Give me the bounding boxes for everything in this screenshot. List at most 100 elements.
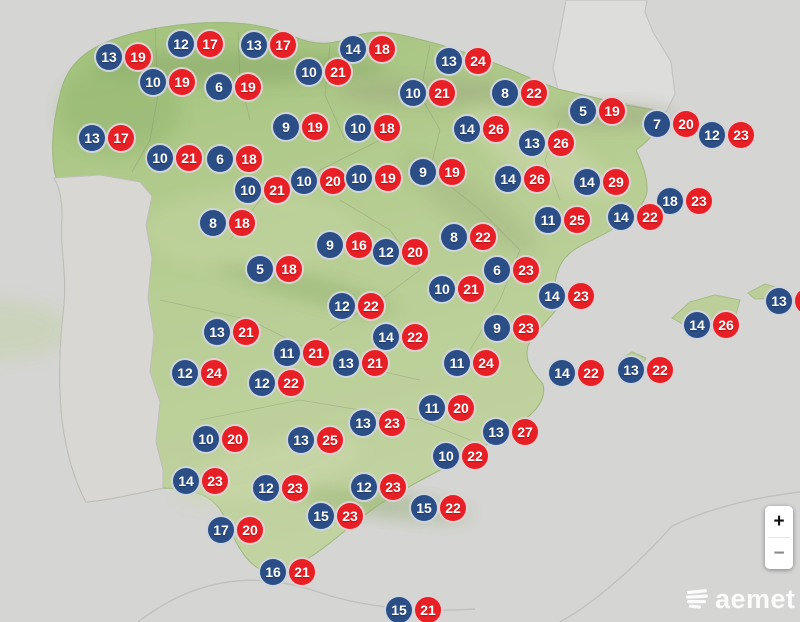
min-temp-marker[interactable]: 13 — [517, 128, 547, 158]
max-temp-marker[interactable]: 23 — [200, 466, 230, 496]
max-temp-marker[interactable]: 24 — [463, 46, 493, 76]
min-temp-marker[interactable]: 10 — [138, 67, 168, 97]
min-temp-marker[interactable]: 16 — [258, 557, 288, 587]
max-temp-marker[interactable]: 22 — [400, 322, 430, 352]
max-temp-marker[interactable]: 27 — [510, 417, 540, 447]
min-temp-marker[interactable]: 10 — [191, 424, 221, 454]
max-temp-marker[interactable]: 25 — [315, 425, 345, 455]
max-temp-marker[interactable]: 20 — [400, 237, 430, 267]
min-temp-marker[interactable]: 14 — [537, 281, 567, 311]
min-temp-marker[interactable]: 10 — [431, 441, 461, 471]
min-temp-marker[interactable]: 12 — [371, 237, 401, 267]
min-temp-marker[interactable]: 5 — [245, 254, 275, 284]
min-temp-marker[interactable]: 12 — [251, 473, 281, 503]
min-temp-marker[interactable]: 14 — [171, 466, 201, 496]
zoom-in-button[interactable]: + — [765, 506, 793, 537]
min-temp-marker[interactable]: 14 — [452, 114, 482, 144]
max-temp-marker[interactable]: 21 — [413, 595, 443, 622]
max-temp-marker[interactable]: 22 — [576, 358, 606, 388]
max-temp-marker[interactable]: 22 — [645, 355, 675, 385]
max-temp-marker[interactable]: 21 — [231, 317, 261, 347]
max-temp-marker[interactable]: 23 — [335, 501, 365, 531]
zoom-out-button[interactable]: − — [765, 538, 793, 569]
min-temp-marker[interactable]: 15 — [384, 595, 414, 622]
min-temp-marker[interactable]: 10 — [344, 163, 374, 193]
min-temp-marker[interactable]: 13 — [434, 46, 464, 76]
max-temp-marker[interactable]: 19 — [233, 72, 263, 102]
min-temp-marker[interactable]: 12 — [166, 29, 196, 59]
max-temp-marker[interactable]: 23 — [511, 313, 541, 343]
min-temp-marker[interactable]: 13 — [286, 425, 316, 455]
max-temp-marker[interactable]: 21 — [360, 348, 390, 378]
min-temp-marker[interactable]: 13 — [77, 123, 107, 153]
max-temp-marker[interactable]: 23 — [377, 408, 407, 438]
min-temp-marker[interactable]: 13 — [616, 355, 646, 385]
max-temp-marker[interactable]: 21 — [301, 338, 331, 368]
max-temp-marker[interactable]: 25 — [562, 205, 592, 235]
min-temp-marker[interactable]: 9 — [271, 112, 301, 142]
max-temp-marker[interactable]: 20 — [235, 515, 265, 545]
max-temp-marker[interactable]: 17 — [195, 29, 225, 59]
min-temp-marker[interactable]: 9 — [315, 230, 345, 260]
min-temp-marker[interactable]: 14 — [572, 167, 602, 197]
max-temp-marker[interactable]: 22 — [356, 291, 386, 321]
max-temp-marker[interactable]: 21 — [262, 175, 292, 205]
min-temp-marker[interactable]: 7 — [642, 109, 672, 139]
max-temp-marker[interactable]: 23 — [280, 473, 310, 503]
max-temp-marker[interactable]: 19 — [597, 96, 627, 126]
max-temp-marker[interactable]: 26 — [481, 114, 511, 144]
min-temp-marker[interactable]: 10 — [427, 274, 457, 304]
min-temp-marker[interactable]: 14 — [547, 358, 577, 388]
max-temp-marker[interactable]: 21 — [174, 143, 204, 173]
min-temp-marker[interactable]: 11 — [442, 348, 472, 378]
max-temp-marker[interactable]: 22 — [438, 493, 468, 523]
min-temp-marker[interactable]: 10 — [145, 143, 175, 173]
min-temp-marker[interactable]: 6 — [205, 144, 235, 174]
max-temp-marker[interactable]: 20 — [220, 424, 250, 454]
max-temp-marker[interactable]: 21 — [427, 78, 457, 108]
max-temp-marker[interactable]: 18 — [367, 34, 397, 64]
max-temp-marker[interactable]: 17 — [106, 123, 136, 153]
max-temp-marker[interactable]: 24 — [471, 348, 501, 378]
min-temp-marker[interactable]: 15 — [409, 493, 439, 523]
min-temp-marker[interactable]: 11 — [272, 338, 302, 368]
max-temp-marker[interactable]: 23 — [378, 472, 408, 502]
min-temp-marker[interactable]: 8 — [439, 222, 469, 252]
min-temp-marker[interactable]: 12 — [327, 291, 357, 321]
min-temp-marker[interactable]: 5 — [568, 96, 598, 126]
max-temp-marker[interactable]: 22 — [276, 368, 306, 398]
min-temp-marker[interactable]: 13 — [202, 317, 232, 347]
min-temp-marker[interactable]: 13 — [764, 286, 794, 316]
min-temp-marker[interactable]: 8 — [490, 78, 520, 108]
min-temp-marker[interactable]: 10 — [294, 57, 324, 87]
min-temp-marker[interactable]: 10 — [233, 175, 263, 205]
max-temp-marker[interactable]: 18 — [274, 254, 304, 284]
max-temp-marker[interactable]: 21 — [287, 557, 317, 587]
min-temp-marker[interactable]: 14 — [493, 164, 523, 194]
min-temp-marker[interactable]: 13 — [239, 30, 269, 60]
min-temp-marker[interactable]: 6 — [204, 72, 234, 102]
max-temp-marker[interactable]: 19 — [300, 112, 330, 142]
min-temp-marker[interactable]: 12 — [697, 120, 727, 150]
min-temp-marker[interactable]: 13 — [94, 42, 124, 72]
max-temp-marker[interactable]: 23 — [726, 120, 756, 150]
min-temp-marker[interactable]: 12 — [247, 368, 277, 398]
min-temp-marker[interactable]: 11 — [417, 393, 447, 423]
min-temp-marker[interactable]: 13 — [481, 417, 511, 447]
max-temp-marker[interactable]: 16 — [344, 230, 374, 260]
max-temp-marker[interactable]: 23 — [566, 281, 596, 311]
max-temp-marker[interactable]: 23 — [684, 186, 714, 216]
max-temp-marker[interactable]: 20 — [671, 109, 701, 139]
min-temp-marker[interactable]: 17 — [206, 515, 236, 545]
min-temp-marker[interactable]: 15 — [306, 501, 336, 531]
min-temp-marker[interactable]: 14 — [682, 310, 712, 340]
min-temp-marker[interactable]: 10 — [398, 78, 428, 108]
min-temp-marker[interactable]: 10 — [343, 113, 373, 143]
max-temp-marker[interactable]: 22 — [519, 78, 549, 108]
max-temp-marker[interactable]: 19 — [167, 67, 197, 97]
min-temp-marker[interactable]: 14 — [606, 202, 636, 232]
min-temp-marker[interactable]: 6 — [482, 255, 512, 285]
min-temp-marker[interactable]: 13 — [331, 348, 361, 378]
max-temp-marker[interactable]: 21 — [323, 57, 353, 87]
